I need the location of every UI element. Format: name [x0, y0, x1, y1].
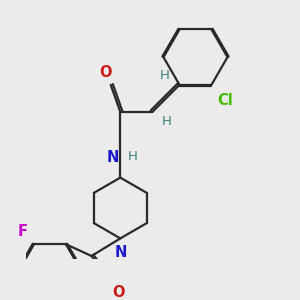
Text: O: O — [112, 285, 125, 300]
Text: H: H — [128, 150, 137, 164]
Text: O: O — [100, 65, 112, 80]
Text: N: N — [106, 150, 119, 165]
Text: Cl: Cl — [217, 93, 233, 108]
Text: H: H — [162, 115, 172, 128]
Text: F: F — [18, 224, 28, 239]
Text: N: N — [114, 245, 127, 260]
Text: H: H — [160, 69, 170, 82]
